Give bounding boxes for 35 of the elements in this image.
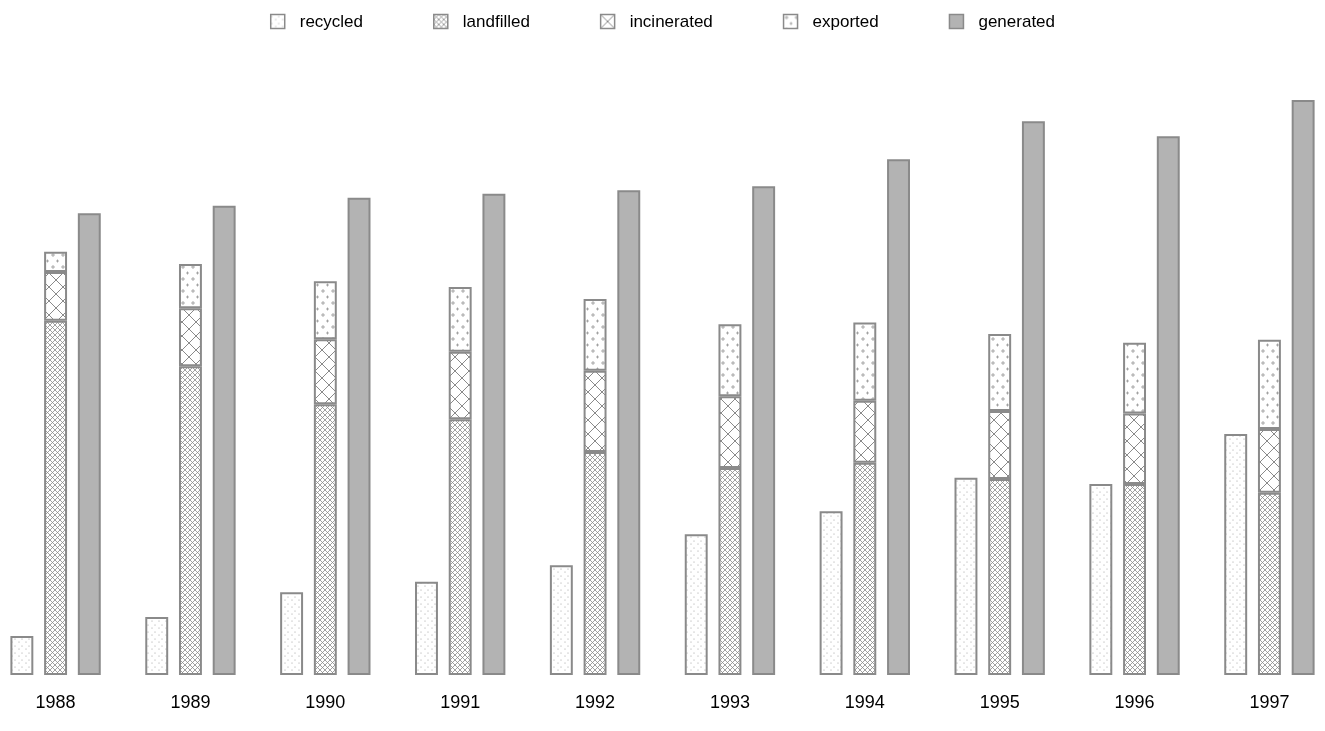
bar <box>1224 434 1248 675</box>
bar <box>617 190 641 675</box>
x-tick-label: 1996 <box>1114 692 1155 712</box>
bar <box>145 616 169 675</box>
bar <box>212 205 236 675</box>
legend-label: generated <box>978 12 1056 31</box>
bar <box>1089 484 1113 675</box>
legend-label: exported <box>812 12 879 31</box>
bar <box>1156 136 1180 675</box>
bar <box>954 477 978 675</box>
bar <box>1021 121 1045 675</box>
x-tick-label: 1990 <box>305 692 346 712</box>
legend-label: landfilled <box>462 12 530 31</box>
x-tick-label: 1994 <box>844 692 885 712</box>
x-tick-label: 1988 <box>35 692 76 712</box>
bar <box>77 213 101 675</box>
bar <box>887 159 910 675</box>
legend-label: recycled <box>299 12 364 31</box>
bar <box>819 511 843 675</box>
bar <box>482 193 506 675</box>
x-tick-label: 1992 <box>575 692 616 712</box>
bar <box>10 635 34 675</box>
bar <box>549 565 573 675</box>
x-tick-label: 1989 <box>170 692 211 712</box>
bar <box>280 592 304 675</box>
bar <box>1291 100 1315 675</box>
bar <box>684 534 708 675</box>
x-tick-label: 1995 <box>979 692 1020 712</box>
bar <box>752 186 776 675</box>
bar <box>347 197 371 675</box>
x-tick-label: 1991 <box>440 692 481 712</box>
bar <box>415 581 438 675</box>
legend-label: incinerated <box>629 12 713 31</box>
x-tick-label: 1993 <box>709 692 750 712</box>
x-tick-label: 1997 <box>1249 692 1290 712</box>
